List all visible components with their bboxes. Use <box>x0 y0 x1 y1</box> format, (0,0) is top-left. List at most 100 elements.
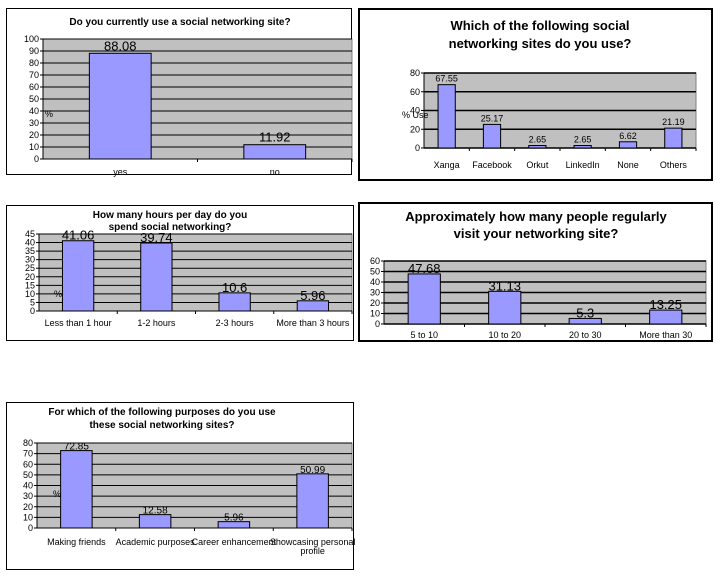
value-label-yes: 88.08 <box>104 38 137 53</box>
chart-purposes: For which of the following purposes do y… <box>23 407 356 556</box>
bar-career-enhancement <box>217 521 251 529</box>
bar-20-to-30 <box>568 317 602 325</box>
chart-title-line-2: networking sites do you use? <box>449 36 632 51</box>
bar-academic-purposes <box>138 514 172 529</box>
y-tick-label: 30 <box>25 255 35 265</box>
y-tick-label: 80 <box>29 58 39 68</box>
bar-others <box>664 127 683 149</box>
y-tick-label: 60 <box>23 459 33 469</box>
y-tick-label: 5 <box>30 297 35 307</box>
y-tick-label: 60 <box>29 82 39 92</box>
value-label-none: 6.62 <box>619 131 637 141</box>
y-tick-label: 20 <box>370 298 380 308</box>
category-label-facebook: Facebook <box>472 160 512 170</box>
value-label-10-to-20: 31.13 <box>488 278 521 293</box>
bar-less-than-1-hour <box>61 240 95 312</box>
y-tick-label: 10 <box>29 142 39 152</box>
value-label-xanga: 67.55 <box>435 74 458 84</box>
value-label-others: 21.19 <box>662 117 685 127</box>
value-label-linkedin: 2.65 <box>574 135 592 145</box>
y-tick-label: 80 <box>23 438 33 448</box>
chart-title-line-1: Do you currently use a social networking… <box>69 17 290 28</box>
category-label-showcasing-personal-profile: Showcasing personal profile <box>270 537 356 556</box>
y-axis-label: % Use <box>402 110 429 120</box>
category-label-part: profile <box>300 546 325 556</box>
y-tick-label: 70 <box>29 70 39 80</box>
y-tick-label: 45 <box>25 229 35 239</box>
value-label-more-than-30: 13.25 <box>649 297 682 312</box>
category-label-more-than-3-hours: More than 3 hours <box>276 318 350 328</box>
y-tick-label: 20 <box>29 130 39 140</box>
y-tick-label: 90 <box>29 46 39 56</box>
y-tick-label: 10 <box>25 289 35 299</box>
bar-5-to-10 <box>407 273 441 325</box>
y-tick-label: 60 <box>370 256 380 266</box>
y-tick-label: 0 <box>30 306 35 316</box>
bar-10-to-20 <box>488 290 522 325</box>
y-tick-label: 40 <box>410 106 420 116</box>
y-tick-label: 40 <box>23 481 33 491</box>
chart-panel-hours-per-day: How many hours per day do you spend socia… <box>6 205 354 341</box>
value-label-more-than-3-hours: 5.96 <box>300 288 325 303</box>
bar-showcasing-personal-profile <box>296 473 329 529</box>
y-tick-label: 20 <box>25 272 35 282</box>
y-tick-label: 15 <box>25 280 35 290</box>
bar-linkedin <box>573 145 592 149</box>
category-label-1-2-hours: 1-2 hours <box>137 318 176 328</box>
y-tick-label: 0 <box>415 143 420 153</box>
bar-no <box>243 144 307 160</box>
y-tick-label: 20 <box>23 502 33 512</box>
chart-title-line-1: Which of the following social <box>450 18 629 33</box>
value-label-academic-purposes: 12.58 <box>143 506 168 517</box>
value-label-5-to-10: 47.68 <box>408 261 441 276</box>
bar-more-than-3-hours <box>296 300 330 312</box>
chart-panel-sites-used: Which of the following social networking … <box>358 8 713 181</box>
category-label-others: Others <box>660 160 688 170</box>
y-tick-label: 50 <box>29 94 39 104</box>
value-label-2-3-hours: 10.6 <box>222 280 247 295</box>
y-tick-label: 10 <box>23 512 33 522</box>
y-tick-label: 100 <box>24 34 39 44</box>
y-tick-label: 25 <box>25 263 35 273</box>
chart-title-line-2: spend social networking? <box>109 222 232 233</box>
chart-title-line-1: How many hours per day do you <box>93 210 247 221</box>
bar-orkut <box>528 145 547 149</box>
category-label-xanga: Xanga <box>434 160 460 170</box>
y-tick-label: 40 <box>370 277 380 287</box>
y-tick-label: 30 <box>23 491 33 501</box>
y-tick-label: 0 <box>375 319 380 329</box>
y-tick-label: 50 <box>23 470 33 480</box>
value-label-career-enhancement: 5.96 <box>224 513 244 524</box>
value-label-1-2-hours: 39.74 <box>140 230 173 245</box>
category-label-20-to-30: 20 to 30 <box>569 330 602 340</box>
y-tick-label: 20 <box>410 124 420 134</box>
bar-2-3-hours <box>218 292 251 312</box>
category-label-academic-purposes: Academic purposes <box>116 537 196 547</box>
category-label-more-than-30: More than 30 <box>639 330 692 340</box>
bar-making-friends <box>60 450 93 529</box>
value-label-20-to-30: 5.3 <box>576 305 594 320</box>
category-label-5-to-10: 5 to 10 <box>410 330 438 340</box>
category-label-none: None <box>617 160 639 170</box>
category-label-less-than-1-hour: Less than 1 hour <box>45 318 112 328</box>
category-label-career-enhancement: Career enhancement <box>192 537 277 547</box>
y-tick-label: 50 <box>370 267 380 277</box>
y-axis-label: % <box>45 109 53 119</box>
category-label-no: no <box>270 167 280 177</box>
value-label-making-friends: 72.85 <box>64 442 89 453</box>
y-tick-label: 40 <box>29 106 39 116</box>
category-label-10-to-20: 10 to 20 <box>488 330 521 340</box>
chart-panel-purposes: For which of the following purposes do y… <box>6 402 356 570</box>
y-tick-label: 40 <box>25 238 35 248</box>
chart-title-line-1: Approximately how many people regularly <box>405 209 667 224</box>
y-tick-label: 0 <box>34 154 39 164</box>
chart-panel-visitors: Approximately how many people regularly v… <box>358 202 713 342</box>
category-label-making-friends: Making friends <box>47 537 106 547</box>
y-tick-label: 35 <box>25 246 35 256</box>
chart-title-line-2: visit your networking site? <box>454 226 619 241</box>
y-tick-label: 70 <box>23 449 33 459</box>
chart-visitors: Approximately how many people regularly v… <box>370 209 707 340</box>
y-axis-label: % <box>53 489 61 499</box>
y-tick-label: 30 <box>29 118 39 128</box>
